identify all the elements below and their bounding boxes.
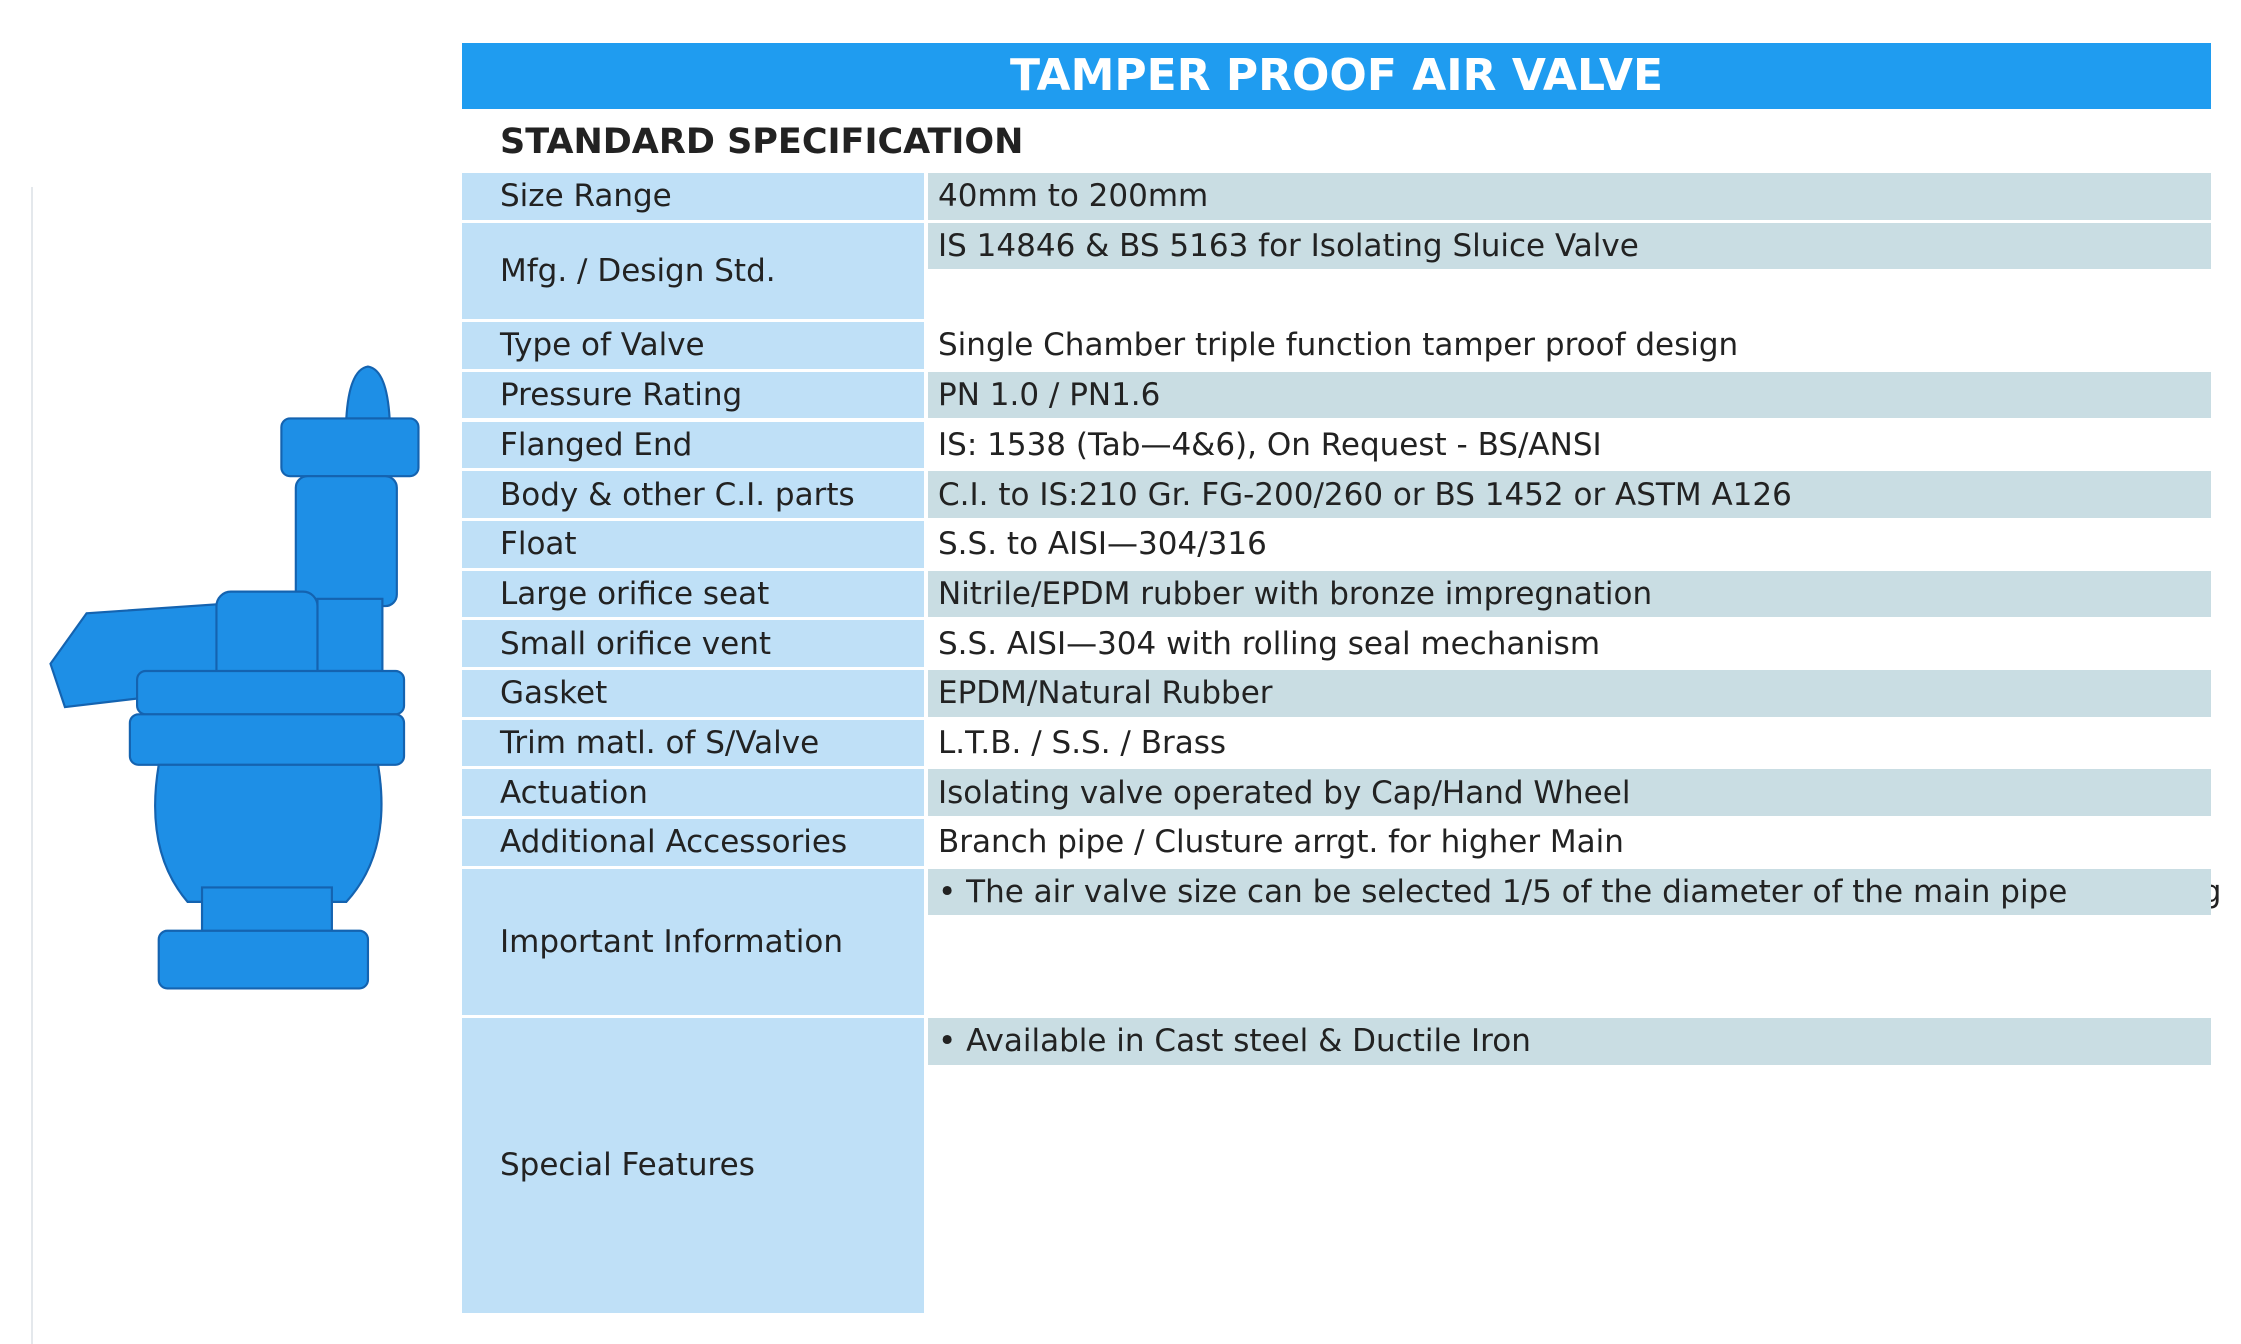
row-label: Float: [462, 520, 924, 568]
row-label: Pressure Rating: [462, 371, 924, 419]
row-label: Size Range: [462, 173, 924, 220]
row-value: S.S. AISI—304 with rolling seal mechanis…: [928, 620, 2211, 667]
row-value: PN 1.0 / PN1.6: [928, 371, 2211, 419]
row-label: Flanged End: [462, 421, 924, 469]
row-value: • Available in Cast steel & Ductile Iron: [928, 1017, 2211, 1065]
row-value: EPDM/Natural Rubber: [928, 670, 2211, 717]
subtitle: STANDARD SPECIFICATION: [500, 122, 1024, 162]
row-label: Large orifice seat: [462, 570, 924, 618]
row-label: Mfg. / Design Std.: [462, 222, 924, 320]
row-value: • The air valve size can be selected 1/5…: [928, 868, 2211, 916]
row-value: Single Chamber triple function tamper pr…: [928, 322, 2211, 369]
row-label: Trim matl. of S/Valve: [462, 719, 924, 767]
row-value: Nitrile/EPDM rubber with bronze impregna…: [928, 570, 2211, 618]
row-value: 40mm to 200mm: [928, 173, 2211, 220]
row-value: C.I. to IS:210 Gr. FG-200/260 or BS 1452…: [928, 471, 2211, 518]
row-value: IS 14846 & BS 5163 for Isolating Sluice …: [928, 222, 2211, 270]
row-value: S.S. to AISI—304/316: [928, 520, 2211, 568]
valve-image: [49, 365, 420, 990]
title-bar: TAMPER PROOF AIR VALVE: [462, 43, 2211, 109]
row-value: IS: 1538 (Tab—4&6), On Request - BS/ANSI: [928, 421, 2211, 469]
row-value: L.T.B. / S.S. / Brass: [928, 719, 2211, 767]
row-value: Branch pipe / Clusture arrgt. for higher…: [928, 819, 2211, 866]
divider: [31, 187, 33, 1344]
row-label: Small orifice vent: [462, 620, 924, 667]
row-label: Body & other C.I. parts: [462, 471, 924, 518]
row-label: Special Features: [462, 1017, 924, 1314]
row-label: Type of Valve: [462, 322, 924, 369]
row-label: Additional Accessories: [462, 819, 924, 866]
row-value: Isolating valve operated by Cap/Hand Whe…: [928, 769, 2211, 817]
row-label: Actuation: [462, 769, 924, 817]
row-label: Gasket: [462, 670, 924, 717]
row-label: Important Information: [462, 868, 924, 1015]
